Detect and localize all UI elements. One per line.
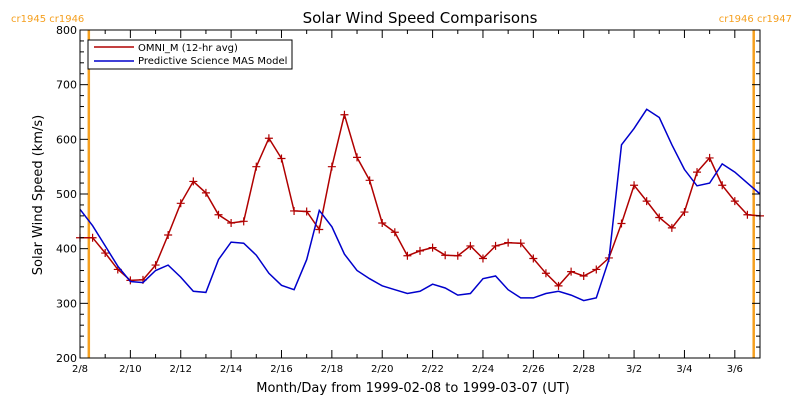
- data-point: [390, 228, 399, 237]
- data-point: [478, 254, 487, 263]
- x-tick-label: 3/2: [626, 364, 642, 375]
- data-point: [378, 218, 387, 227]
- data-point: [718, 181, 727, 190]
- data-point: [567, 267, 576, 276]
- series-1: [79, 108, 761, 302]
- data-point: [693, 168, 702, 177]
- data-point: [403, 251, 412, 260]
- data-point: [554, 281, 563, 290]
- x-tick-label: 2/28: [572, 364, 594, 375]
- x-tick-label: 3/4: [676, 364, 692, 375]
- data-point: [655, 213, 664, 222]
- x-tick-label: 2/12: [170, 364, 192, 375]
- y-tick-label: 700: [56, 79, 77, 92]
- y-tick-label: 300: [56, 297, 77, 310]
- data-point: [264, 134, 273, 143]
- carrington-label-right: cr1946 cr1947: [719, 14, 792, 25]
- data-point: [164, 231, 173, 239]
- data-point: [516, 239, 525, 248]
- x-axis-label: Month/Day from 1999-02-08 to 1999-03-07 …: [256, 381, 569, 396]
- data-point: [151, 261, 160, 270]
- chart-title: Solar Wind Speed Comparisons: [303, 9, 538, 27]
- x-tick-label: 2/18: [321, 364, 343, 375]
- legend-label-mas: Predictive Science MAS Model: [138, 56, 287, 67]
- x-tick-label: 2/24: [472, 364, 494, 375]
- data-point: [302, 207, 311, 216]
- y-tick-label: 400: [56, 243, 77, 256]
- data-point: [441, 251, 450, 260]
- plot-frame: [79, 29, 761, 359]
- y-tick-label: 500: [56, 188, 77, 201]
- data-point: [277, 154, 286, 163]
- x-tick-label: 2/16: [270, 364, 292, 375]
- data-point: [453, 251, 462, 260]
- x-tick-label: 2/26: [522, 364, 544, 375]
- series-line-1: [79, 108, 761, 302]
- data-point: [642, 197, 651, 206]
- x-tick-label: 2/14: [220, 364, 242, 375]
- data-point: [365, 176, 374, 185]
- data-point: [416, 246, 424, 255]
- y-tick-label: 200: [56, 352, 77, 365]
- axes: [79, 29, 761, 359]
- data-point: [327, 162, 336, 171]
- data-point: [504, 238, 513, 247]
- data-point: [466, 241, 475, 250]
- legend-label-omni: OMNI_M (12-hr avg): [138, 43, 238, 54]
- data-point: [743, 210, 752, 219]
- series-layer: [76, 108, 764, 302]
- data-point: [88, 233, 97, 242]
- x-tick-label: 2/8: [72, 364, 88, 375]
- legend: OMNI_M (12-hr avg) Predictive Science MA…: [87, 39, 293, 70]
- data-point: [705, 153, 714, 162]
- y-tick-label: 600: [56, 133, 77, 146]
- x-tick-label: 2/22: [421, 364, 443, 375]
- data-point: [617, 219, 626, 228]
- data-point: [252, 162, 261, 171]
- x-tick-labels: 2/8 2/10 2/12 2/14 2/16 2/18 2/20 2/22 2/24 2/26 2…: [72, 364, 743, 375]
- carrington-label-left: cr1945 cr1946: [11, 14, 84, 25]
- carrington-rotation-lines: [87, 30, 755, 358]
- data-point: [667, 223, 676, 232]
- data-point: [227, 218, 236, 227]
- data-point: [101, 249, 110, 258]
- data-point: [579, 272, 588, 280]
- data-point: [592, 265, 601, 274]
- data-point: [541, 269, 550, 278]
- data-point: [176, 199, 185, 208]
- y-tick-labels: 200 300 400 500 600 700 800: [56, 24, 77, 365]
- y-axis-label: Solar Wind Speed (km/s): [31, 115, 46, 275]
- data-point: [680, 208, 689, 217]
- data-point: [730, 197, 739, 206]
- x-tick-label: 3/6: [727, 364, 743, 375]
- data-point: [214, 210, 223, 219]
- data-point: [630, 181, 639, 190]
- data-point: [201, 188, 210, 197]
- x-tick-label: 2/20: [371, 364, 393, 375]
- data-point: [290, 206, 299, 215]
- data-point: [353, 153, 362, 162]
- data-point: [315, 225, 324, 234]
- data-point: [239, 217, 248, 226]
- series-0: [76, 110, 764, 290]
- data-point: [491, 241, 500, 250]
- series-line-0: [80, 111, 761, 287]
- data-point: [189, 177, 198, 186]
- data-point: [340, 110, 349, 119]
- x-tick-label: 2/10: [119, 364, 141, 375]
- data-point: [428, 243, 437, 252]
- legend-box: [87, 39, 293, 70]
- data-point: [529, 254, 538, 263]
- y-tick-label: 800: [56, 24, 77, 37]
